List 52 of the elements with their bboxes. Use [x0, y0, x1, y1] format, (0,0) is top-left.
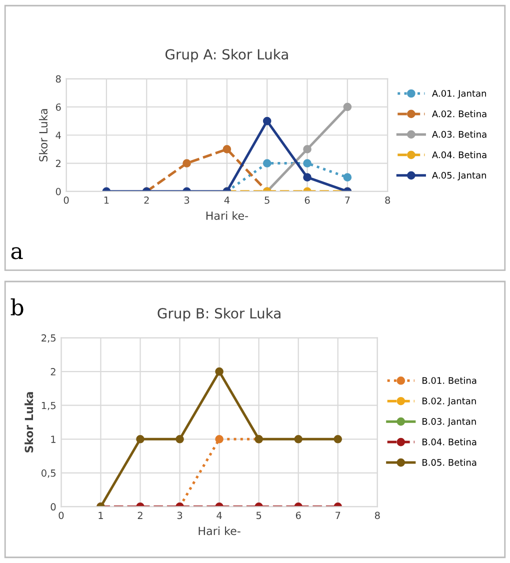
y-tick-label: 6	[56, 103, 61, 111]
y-axis-title: Skor Luka	[38, 109, 48, 162]
legend-label: A.01. Jantan	[432, 90, 486, 98]
x-axis-title: Hari ke-	[206, 211, 248, 220]
legend-label: A.03. Betina	[432, 130, 486, 138]
x-tick-label: 5	[256, 512, 262, 520]
x-tick-label: 5	[264, 196, 270, 204]
legend-label: B.05. Betina	[422, 458, 476, 466]
x-tick-label: 1	[104, 196, 109, 204]
legend-label: A.04. Betina	[432, 151, 486, 158]
y-tick-label: 8	[56, 75, 61, 83]
point	[222, 145, 232, 154]
x-tick-label: 3	[184, 196, 190, 204]
y-tick-label: 1	[51, 436, 56, 443]
legend-label: B.01. Betina	[422, 376, 476, 384]
point	[303, 145, 312, 154]
x-tick-label: 7	[345, 196, 350, 204]
x-tick-label: 3	[177, 512, 182, 520]
point	[262, 116, 272, 126]
y-tick-label: 2,5	[42, 334, 56, 343]
x-tick-label: 6	[296, 512, 301, 520]
y-tick-label: 0	[50, 503, 56, 511]
y-tick-label: 2	[56, 160, 60, 167]
x-tick-label: 2	[138, 512, 142, 519]
legend-label: A.02. Betina	[432, 110, 486, 118]
text: a	[11, 247, 23, 260]
x-axis-title: Hari ke-	[198, 526, 240, 536]
y-tick-label: 4	[56, 132, 61, 139]
y-axis-title: Skor Luka	[24, 392, 34, 452]
legend-label: A.05. Jantan	[432, 172, 486, 180]
y-tick-label: 1,5	[42, 402, 56, 410]
x-tick-label: 1	[98, 512, 103, 519]
x-tick-label: 2	[144, 196, 149, 204]
x-tick-label: 8	[374, 512, 380, 520]
y-tick-label: 2	[50, 368, 56, 376]
x-tick-label: 4	[224, 196, 230, 204]
x-tick-label: 4	[216, 512, 222, 519]
point	[182, 159, 191, 168]
chart-title: Grup A: Skor Luka	[166, 48, 288, 62]
y-tick-label: 0	[56, 188, 61, 196]
legend-label: B.02. Jantan	[422, 398, 476, 406]
legend-label: B.04. Betina	[422, 438, 476, 446]
y-tick-label: 0,5	[42, 469, 56, 478]
point	[262, 159, 272, 168]
legend-label: B.03. Jantan	[422, 418, 476, 427]
x-tick-label: 7	[336, 512, 340, 519]
text: b	[10, 298, 24, 316]
chart-title: Grup B: Skor Luka	[158, 308, 280, 322]
x-tick-label: 6	[304, 196, 310, 204]
point	[303, 159, 312, 168]
x-tick-label: 8	[385, 196, 390, 204]
x-tick-label: 0	[64, 196, 69, 204]
